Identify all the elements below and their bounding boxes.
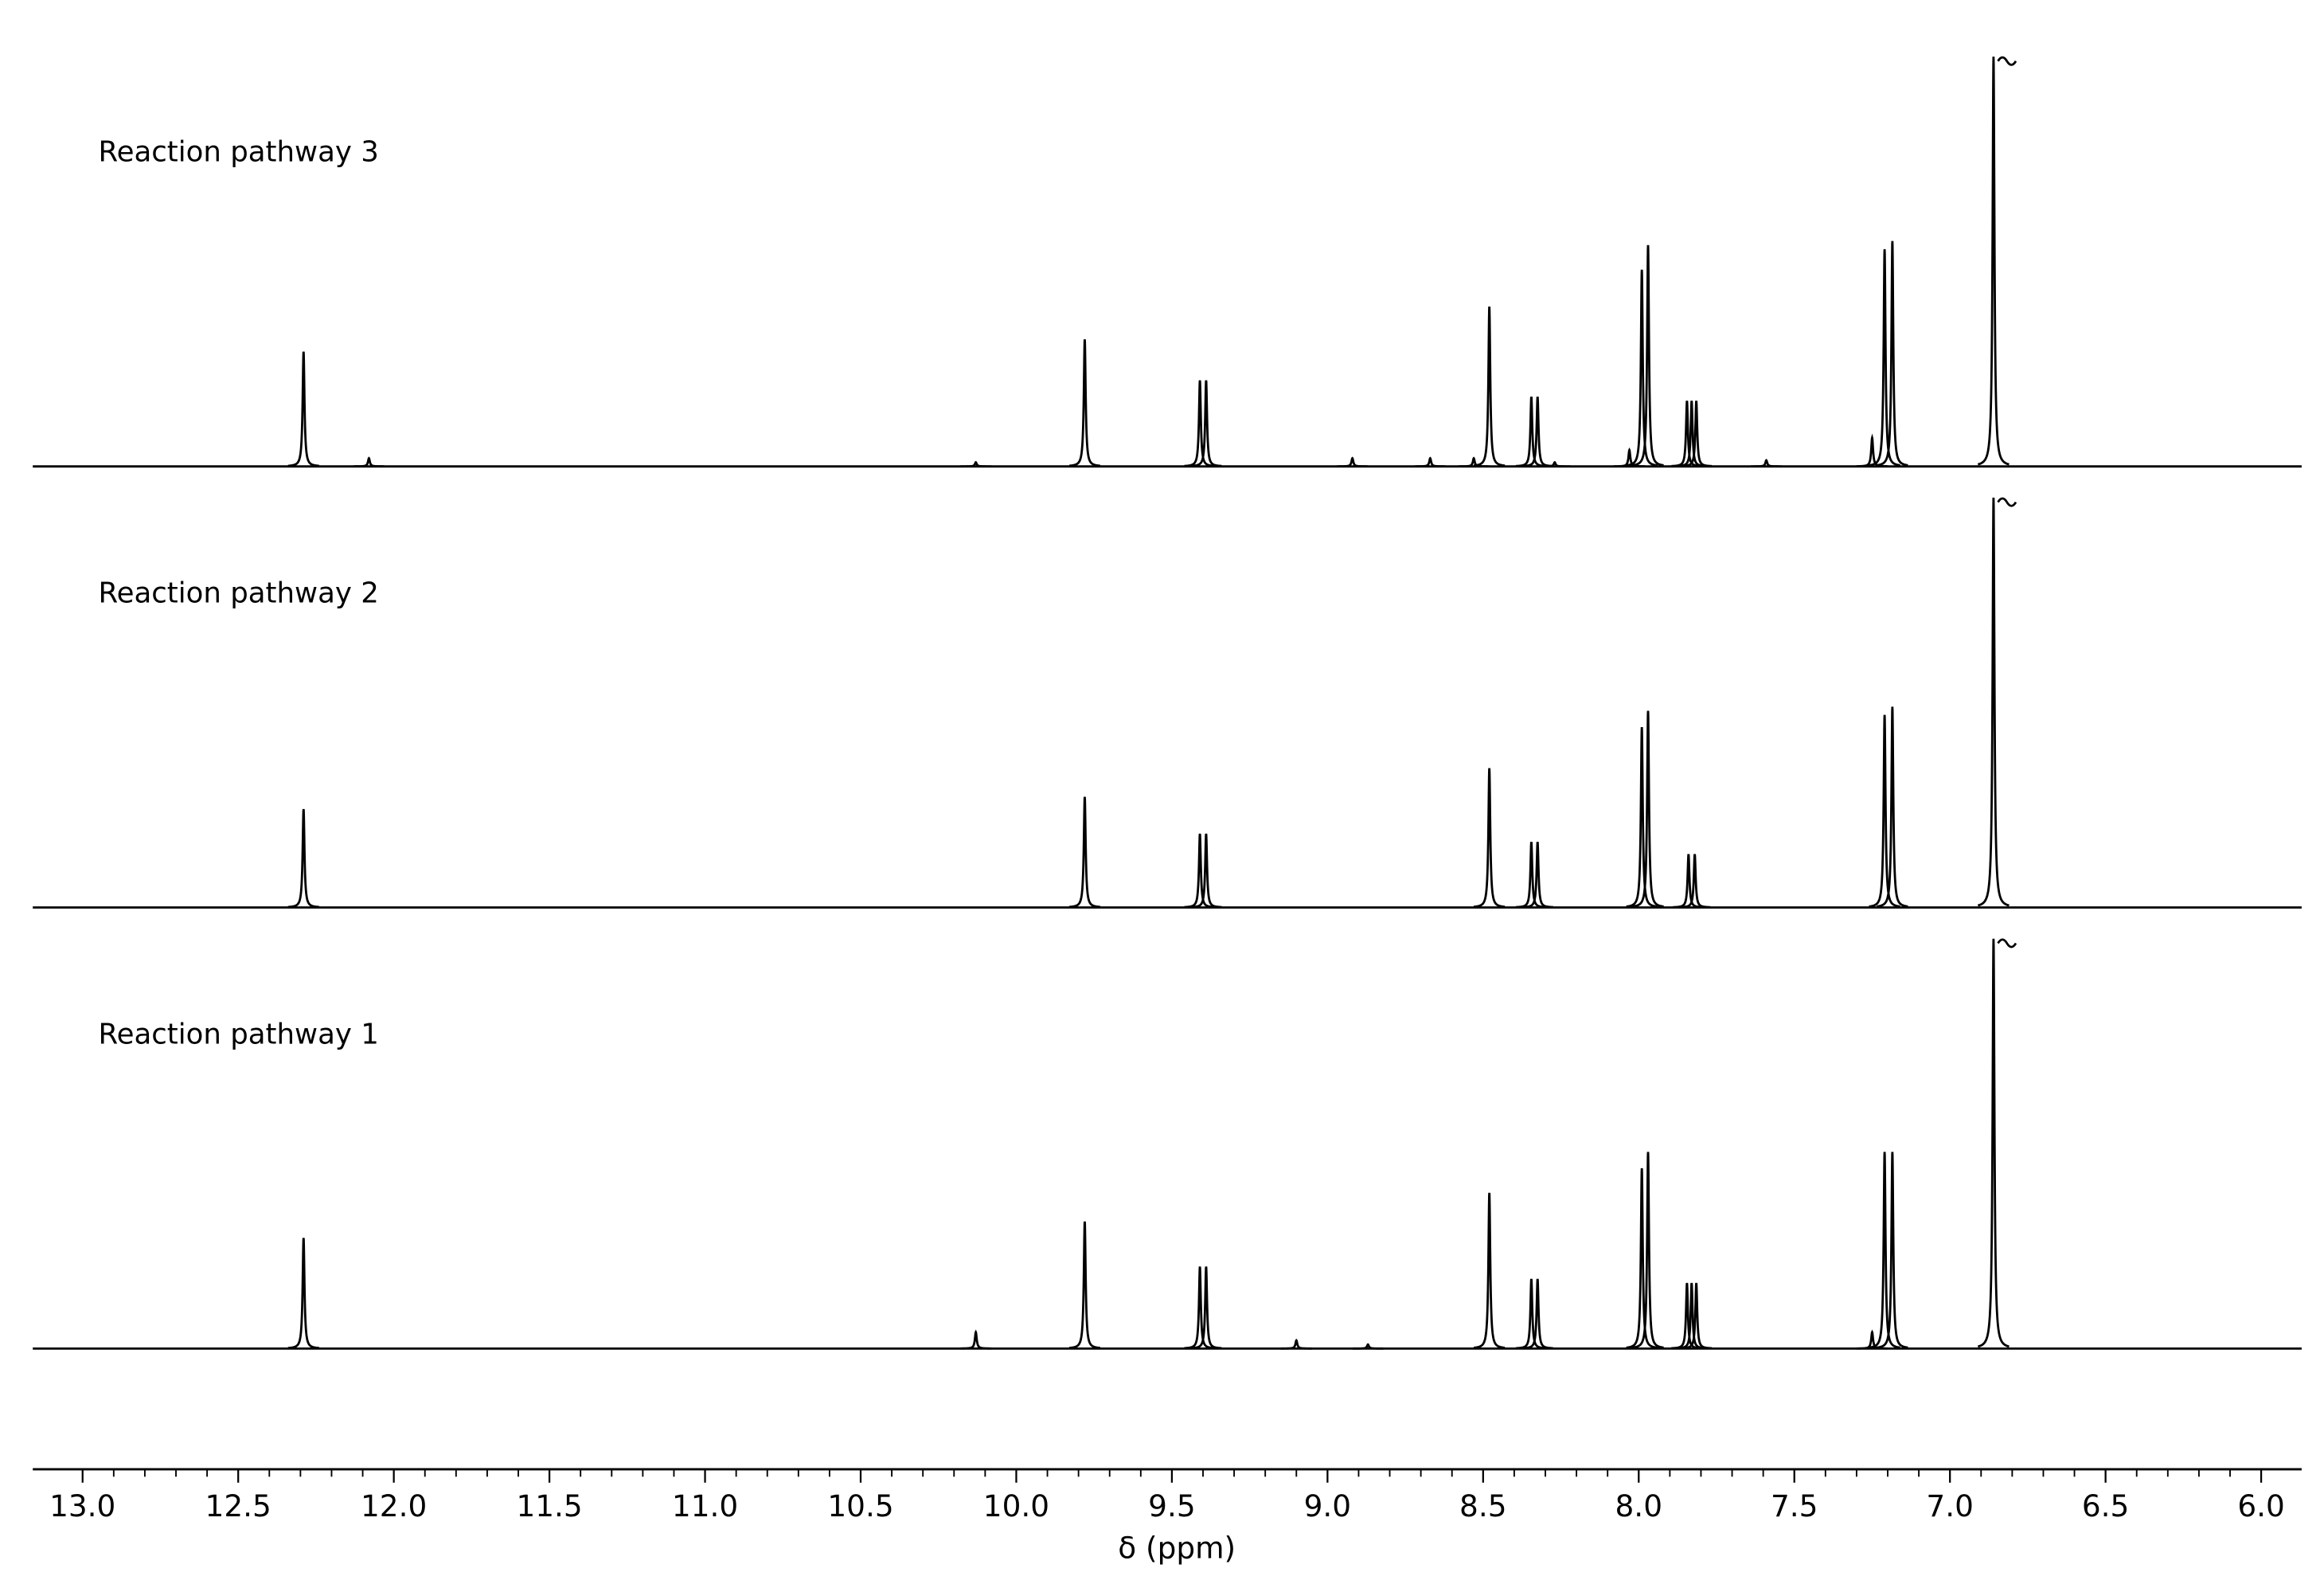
peak bbox=[1977, 938, 2010, 1348]
x-tick-label: 12.5 bbox=[205, 1488, 271, 1523]
peak bbox=[1280, 1338, 1312, 1350]
peak bbox=[1352, 1343, 1384, 1350]
peak bbox=[353, 456, 385, 468]
peak bbox=[1068, 796, 1101, 909]
peak bbox=[1977, 497, 2010, 907]
peak bbox=[1856, 1329, 1888, 1350]
peak bbox=[1473, 768, 1506, 909]
peak bbox=[1626, 727, 1658, 908]
x-tick-label: 8.5 bbox=[1459, 1488, 1507, 1523]
peak bbox=[1515, 842, 1548, 909]
peak bbox=[1068, 339, 1100, 467]
series-label: Reaction pathway 3 bbox=[99, 136, 379, 169]
peak bbox=[1877, 706, 1908, 908]
x-tick-label: 9.5 bbox=[1148, 1488, 1196, 1523]
peak bbox=[1673, 854, 1705, 909]
peak bbox=[960, 1329, 992, 1350]
x-tick-label: 11.0 bbox=[672, 1488, 738, 1523]
truncation-mark bbox=[1997, 497, 2017, 507]
peak bbox=[287, 351, 319, 467]
peak bbox=[1632, 244, 1664, 467]
peak bbox=[1521, 842, 1553, 909]
peak bbox=[1184, 1266, 1216, 1350]
x-tick-label: 6.5 bbox=[2082, 1488, 2130, 1523]
x-tick-label: 7.5 bbox=[1771, 1488, 1818, 1523]
peak bbox=[1632, 1152, 1664, 1349]
peak bbox=[1869, 714, 1900, 908]
peak bbox=[1337, 456, 1369, 468]
peak bbox=[1184, 380, 1216, 467]
peak bbox=[960, 460, 992, 468]
peak bbox=[1680, 401, 1713, 467]
peak bbox=[1414, 456, 1446, 468]
peak bbox=[1751, 459, 1783, 468]
x-tick-label: 12.0 bbox=[361, 1488, 427, 1523]
series-label: Reaction pathway 2 bbox=[99, 577, 379, 610]
peak bbox=[1068, 1221, 1100, 1349]
x-tick-label: 6.0 bbox=[2237, 1488, 2285, 1523]
peak bbox=[1521, 397, 1553, 467]
peak bbox=[1473, 306, 1506, 467]
peak bbox=[1856, 433, 1888, 467]
truncation-mark bbox=[1997, 56, 2017, 66]
peak bbox=[1877, 1152, 1908, 1349]
x-tick-label: 13.0 bbox=[49, 1488, 115, 1523]
peak bbox=[1678, 854, 1711, 909]
peak bbox=[1458, 456, 1490, 468]
peak bbox=[1515, 1278, 1547, 1350]
peak bbox=[1676, 401, 1708, 467]
peak bbox=[287, 1238, 319, 1350]
peak bbox=[1869, 248, 1900, 467]
peak bbox=[1190, 833, 1222, 909]
x-tick-label: 10.0 bbox=[983, 1488, 1049, 1523]
x-tick-label: 10.5 bbox=[827, 1488, 893, 1523]
peak bbox=[1869, 1152, 1900, 1349]
peak bbox=[1632, 710, 1664, 908]
x-axis-label: δ (ppm) bbox=[1118, 1530, 1236, 1565]
peak bbox=[1676, 1282, 1708, 1350]
series-label: Reaction pathway 1 bbox=[99, 1018, 379, 1050]
peak bbox=[1626, 269, 1658, 467]
x-tick-label: 8.0 bbox=[1615, 1488, 1663, 1523]
peak bbox=[1539, 460, 1571, 468]
peak bbox=[1680, 1282, 1713, 1350]
x-tick-label: 9.0 bbox=[1304, 1488, 1352, 1523]
peak bbox=[1515, 397, 1547, 467]
peak bbox=[1184, 833, 1216, 909]
peak bbox=[1190, 1266, 1222, 1350]
peak bbox=[1521, 1278, 1553, 1350]
peak bbox=[1877, 241, 1908, 467]
peak bbox=[1190, 380, 1222, 467]
x-tick-label: 11.5 bbox=[516, 1488, 582, 1523]
x-tick-label: 7.0 bbox=[1926, 1488, 1974, 1523]
peak bbox=[1626, 1167, 1658, 1349]
peak bbox=[287, 808, 319, 909]
peak bbox=[1473, 1192, 1506, 1349]
truncation-mark bbox=[1997, 938, 2017, 948]
peak bbox=[1977, 57, 2010, 466]
peak bbox=[1613, 447, 1646, 467]
